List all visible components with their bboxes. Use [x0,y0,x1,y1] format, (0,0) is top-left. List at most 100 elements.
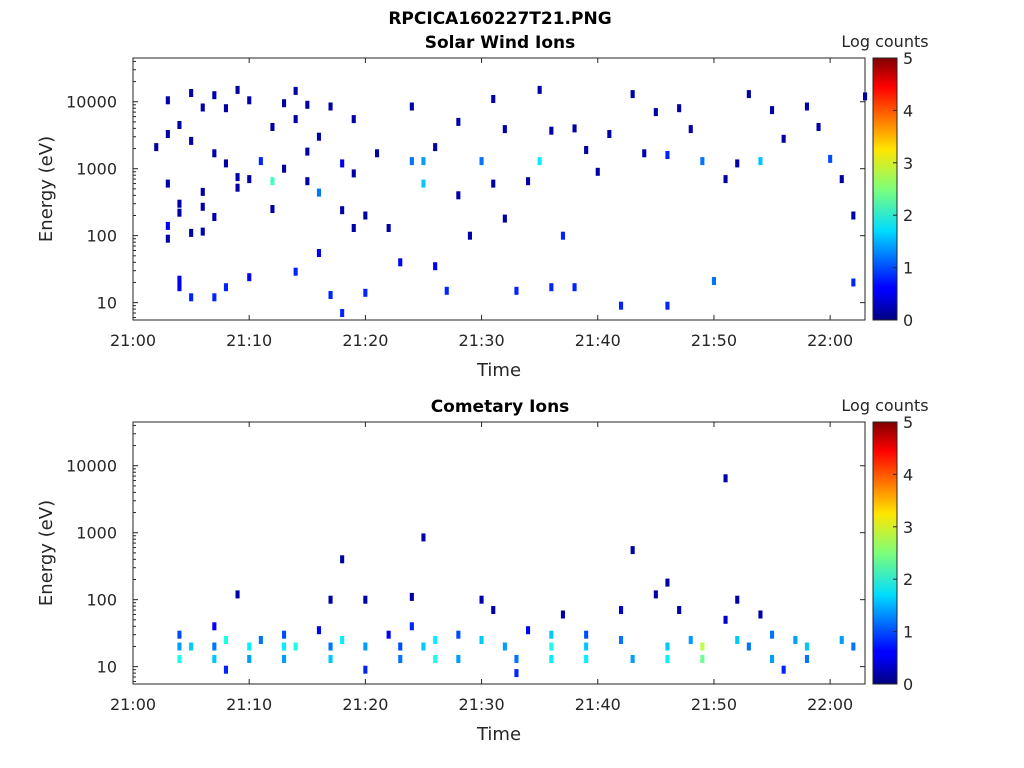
x-tick-label: 21:30 [459,695,505,714]
heatmap-cell [177,283,182,292]
heatmap-cell [282,99,287,108]
heatmap-cell [328,655,333,663]
heatmap-cell [351,115,356,124]
x-tick-label: 21:00 [110,331,156,350]
heatmap-cell [863,92,868,101]
heatmap-cell [247,175,252,184]
heatmap-cell [177,208,182,217]
heatmap-cell [177,121,182,129]
y-tick-label: 1000 [76,160,117,179]
heatmap-cell [572,283,577,292]
heatmap-cell [619,301,624,310]
colorbar-tick-label: 2 [903,570,913,589]
heatmap-cell [607,130,612,138]
heatmap-cell [351,169,356,178]
heatmap-cell [444,286,449,295]
heatmap-cell [804,655,809,663]
heatmap-cell [549,126,554,135]
heatmap-cell [770,630,775,639]
heatmap-cell [282,164,287,173]
heatmap-cell [340,555,345,564]
x-tick-label: 21:30 [459,331,505,350]
heatmap-cell [223,636,228,644]
heatmap-cell [584,655,589,663]
heatmap-cell [421,533,426,542]
colorbar-tick-label: 1 [903,259,913,278]
heatmap-cell [409,157,414,166]
heatmap-cell [816,123,821,131]
colorbar-tick-label: 4 [903,465,913,484]
heatmap-cell [200,227,205,236]
heatmap-cell [247,96,252,105]
heatmap-cell [491,179,496,188]
heatmap-cell [328,595,333,604]
y-tick-label: 1000 [76,524,117,543]
heatmap-cell [165,179,170,188]
colorbar-label: Log counts [841,396,928,415]
heatmap-cell [340,206,345,215]
heatmap-cell [316,132,321,141]
heatmap-cell [828,154,833,163]
y-axis-label: Energy (eV) [36,500,57,606]
heatmap-cell [270,123,275,131]
heatmap-cell [549,630,554,639]
y-ticks: 10 100 1000 10000 [66,424,865,682]
x-axis-label: Time [476,724,521,745]
x-tick-label: 21:50 [691,331,737,350]
y-tick-label: 100 [86,591,117,610]
x-tick-label: 21:40 [575,331,621,350]
x-tick-label: 21:10 [226,331,272,350]
heatmap-cell [282,630,287,639]
heatmap-cell [316,188,321,197]
heatmap-cell [619,606,624,614]
heatmap-cell [804,102,809,111]
heatmap-cell [746,90,751,99]
heatmap-cell [572,124,577,133]
heatmap-cell [851,642,856,651]
heatmap-cell [363,665,368,674]
heatmap-cell [223,159,228,168]
heatmap-cell [177,275,182,284]
heatmap-cell [746,642,751,651]
x-tick-label: 22:00 [807,331,853,350]
heatmap-cell [363,595,368,604]
heatmap-cell [688,636,693,644]
heatmap-cell [421,642,426,651]
x-tick-label: 21:40 [575,695,621,714]
heatmap-cell [781,665,786,674]
colorbar-tick-label: 0 [903,675,913,694]
x-tick-label: 21:10 [226,695,272,714]
heatmap-cell [247,273,252,282]
heatmap-cell [735,636,740,644]
heatmap-cell [235,183,240,192]
heatmap-cell [665,301,670,310]
panel-cometary-ions: Cometary Ions 21:00 21:10 21:20 21:30 21:40 2… [36,396,929,745]
heatmap-cell [409,102,414,111]
heatmap-cell [340,309,345,317]
heatmap-cell [375,149,380,158]
heatmap-cell [677,104,682,113]
colorbar-label: Log counts [841,32,928,51]
heatmap-cell [386,630,391,639]
x-tick-label: 21:20 [342,331,388,350]
heatmap-cell [467,231,472,240]
heatmap-cell [200,202,205,211]
heatmap-cell [433,262,438,271]
x-axis-label: Time [476,360,521,381]
colorbar [872,421,898,685]
heatmap-cell [677,606,682,614]
heatmap-cell [700,642,705,651]
heatmap-cell [665,578,670,587]
heatmap-cell [270,177,275,186]
heatmap-cell [212,293,217,302]
heatmap-cell [363,211,368,220]
heatmap-cell [189,228,194,237]
heatmap-cell [653,108,658,117]
heatmap-cell [433,143,438,152]
heatmap-cells [177,474,856,678]
heatmap-cell [549,642,554,651]
heatmap-cell [653,590,658,599]
panel-title: Cometary Ions [431,397,570,417]
heatmap-cell [398,258,403,267]
